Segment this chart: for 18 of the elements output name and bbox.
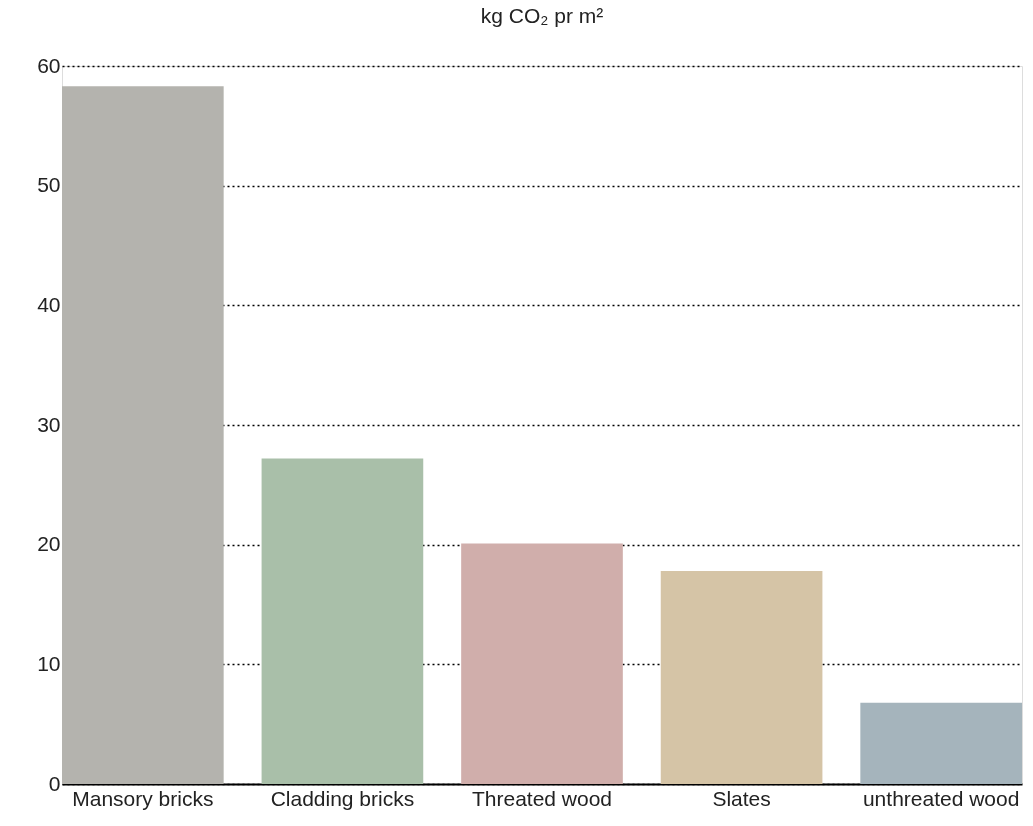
y-tick-label: 60 [37,53,61,77]
y-tick-label: 10 [37,651,61,675]
y-tick-label: 50 [37,173,61,197]
bar [660,570,823,784]
y-tick-label: 20 [37,532,61,556]
x-tick-label: Threated wood [471,786,613,810]
x-tick-label: unthreated wood [862,786,1020,810]
x-tick-label: Cladding bricks [270,786,415,810]
chart-title: kg CO₂ pr m² [480,4,604,27]
y-tick-label: 40 [37,292,61,316]
y-tick-label: 0 [48,771,61,795]
bar [261,458,424,784]
bar [62,86,224,784]
bar [461,543,623,784]
x-tick-label: Slates [712,786,771,810]
bar [860,702,1022,784]
x-tick-label: Mansory bricks [72,786,214,810]
y-tick-label: 30 [37,412,61,436]
